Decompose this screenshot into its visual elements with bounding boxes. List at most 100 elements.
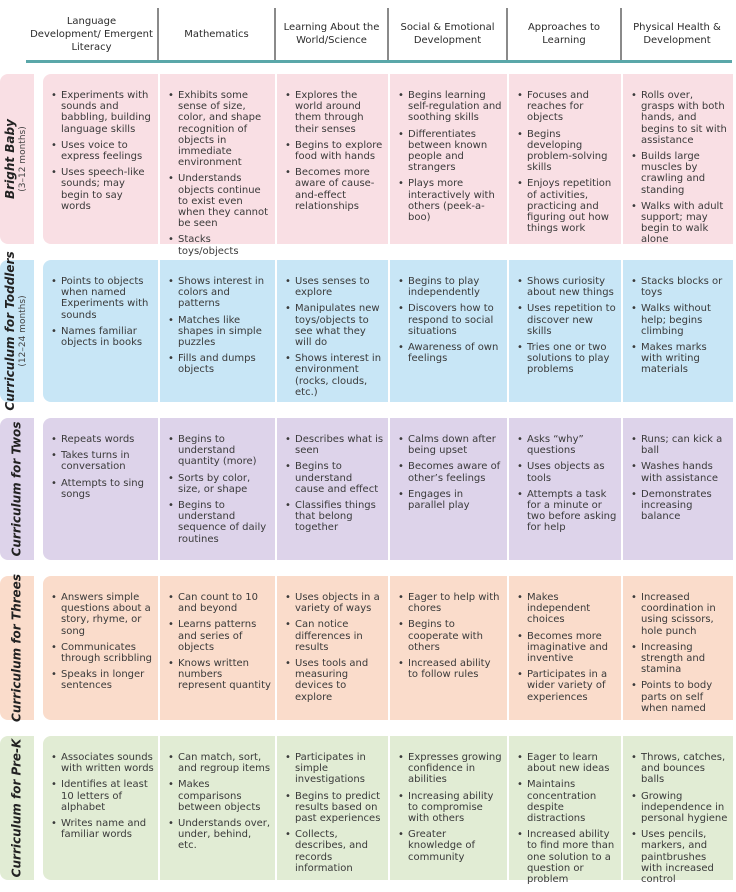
- milestone-list: Eager to learn about new ideas Maintains …: [515, 752, 617, 885]
- cell-physical: Runs; can kick a ball Washes hands with a…: [621, 418, 733, 560]
- milestone-item: Shows interest in colors and patterns: [168, 276, 271, 310]
- milestone-item: Begins to understand sequence of daily r…: [168, 500, 271, 545]
- cell-language: Answers simple questions about a story, …: [43, 576, 158, 720]
- cell-science: Describes what is seen Begins to understa…: [275, 418, 388, 560]
- milestone-item: Maintains concentration despite distract…: [517, 779, 617, 824]
- milestone-item: Shows interest in environment (rocks, cl…: [285, 353, 384, 398]
- row-title: Curriculum for Pre-K: [9, 738, 24, 878]
- milestone-item: Stacks toys/objects: [168, 234, 271, 256]
- milestone-list: Repeats words Takes turns in conversation…: [49, 434, 154, 500]
- milestone-item: Begins to cooperate with others: [398, 619, 503, 653]
- milestone-item: Eager to learn about new ideas: [517, 752, 617, 774]
- milestone-list: Begins to play independently Discovers ho…: [396, 276, 503, 364]
- milestone-item: Increasing strength and stamina: [631, 642, 729, 676]
- milestone-item: Explores the world around them through t…: [285, 90, 384, 135]
- milestone-item: Washes hands with assistance: [631, 461, 729, 483]
- milestone-list: Shows interest in colors and patterns Mat…: [166, 276, 271, 376]
- milestone-list: Calms down after being upset Becomes awar…: [396, 434, 503, 511]
- milestone-item: Uses repetition to discover new skills: [517, 303, 617, 337]
- header-social-emotional: Social & Emotional Development: [387, 8, 506, 60]
- milestone-item: Increased ability to find more than one …: [517, 829, 617, 885]
- milestone-item: Discovers how to respond to social situa…: [398, 303, 503, 337]
- milestone-item: Uses speech-like sounds; may begin to sa…: [51, 167, 154, 212]
- milestone-list: Shows curiosity about new things Uses rep…: [515, 276, 617, 376]
- milestone-item: Differentiates between known people and …: [398, 129, 503, 174]
- milestone-item: Uses pencils, markers, and paintbrushes …: [631, 829, 729, 885]
- milestone-item: Makes independent choices: [517, 592, 617, 626]
- milestone-item: Understands over, under, behind, etc.: [168, 818, 271, 852]
- milestone-item: Points to body parts on self when named: [631, 680, 729, 714]
- cell-mathematics: Exhibits some sense of size, color, and …: [158, 74, 275, 257]
- milestone-item: Matches like shapes in simple puzzles: [168, 315, 271, 349]
- cell-language: Experiments with sounds and babbling, bu…: [43, 74, 158, 244]
- milestone-item: Answers simple questions about a story, …: [51, 592, 154, 637]
- milestone-item: Can count to 10 and beyond: [168, 592, 271, 614]
- milestone-item: Makes comparisons between objects: [168, 779, 271, 813]
- header-science: Learning About the World/Science: [274, 8, 387, 60]
- cell-social-emotional: Expresses growing confidence in abilitie…: [388, 736, 507, 880]
- milestone-item: Associates sounds with written words: [51, 752, 154, 774]
- milestone-item: Walks with adult support; may begin to w…: [631, 201, 729, 246]
- header-approaches: Approaches to Learning: [506, 8, 620, 60]
- milestone-item: Fills and dumps objects: [168, 353, 271, 375]
- milestone-item: Uses voice to express feelings: [51, 140, 154, 162]
- milestone-item: Communicates through scribbling: [51, 642, 154, 664]
- milestone-list: Explores the world around them through t…: [283, 90, 384, 212]
- milestone-item: Expresses growing confidence in abilitie…: [398, 752, 503, 786]
- milestone-item: Engages in parallel play: [398, 489, 503, 511]
- milestone-list: Participates in simple investigations Beg…: [283, 752, 384, 874]
- milestone-list: Rolls over, grasps with both hands, and …: [629, 90, 729, 246]
- milestone-item: Understands objects continue to exist ev…: [168, 173, 271, 229]
- milestone-item: Learns patterns and series of objects: [168, 619, 271, 653]
- milestone-list: Makes independent choices Becomes more im…: [515, 592, 617, 703]
- milestone-item: Knows written numbers represent quantity: [168, 658, 271, 692]
- milestone-list: Describes what is seen Begins to understa…: [283, 434, 384, 534]
- column-header-row: Language Development/ Emergent Literacy …: [26, 8, 732, 63]
- cell-approaches: Shows curiosity about new things Uses rep…: [507, 260, 621, 402]
- milestone-item: Begins to explore food with hands: [285, 140, 384, 162]
- milestone-item: Begins to predict results based on past …: [285, 791, 384, 825]
- cell-social-emotional: Calms down after being upset Becomes awar…: [388, 418, 507, 560]
- milestone-list: Uses senses to explore Manipulates new to…: [283, 276, 384, 398]
- milestone-list: Associates sounds with written words Iden…: [49, 752, 154, 840]
- cell-social-emotional: Eager to help with chores Begins to coope…: [388, 576, 507, 720]
- milestone-item: Stacks blocks or toys: [631, 276, 729, 298]
- milestone-list: Runs; can kick a ball Washes hands with a…: [629, 434, 729, 522]
- milestone-item: Becomes more aware of cause-and-effect r…: [285, 167, 384, 212]
- cell-science: Participates in simple investigations Beg…: [275, 736, 388, 880]
- milestone-list: Focuses and reaches for objects Begins de…: [515, 90, 617, 234]
- row-label: Curriculum for Toddlers (12–24 months): [0, 251, 34, 411]
- header-mathematics: Mathematics: [157, 8, 274, 60]
- cell-mathematics: Shows interest in colors and patterns Mat…: [158, 260, 275, 402]
- milestone-item: Uses objects as tools: [517, 461, 617, 483]
- cell-physical: Rolls over, grasps with both hands, and …: [621, 74, 733, 246]
- milestone-item: Rolls over, grasps with both hands, and …: [631, 90, 729, 146]
- cell-mathematics: Can count to 10 and beyond Learns pattern…: [158, 576, 275, 720]
- milestone-item: Increasing ability to compromise with ot…: [398, 791, 503, 825]
- milestone-item: Uses objects in a variety of ways: [285, 592, 384, 614]
- cell-physical: Stacks blocks or toys Walks without help;…: [621, 260, 733, 402]
- milestone-item: Awareness of own feelings: [398, 342, 503, 364]
- cell-approaches: Eager to learn about new ideas Maintains …: [507, 736, 621, 885]
- milestone-item: Increased coordination in using scissors…: [631, 592, 729, 637]
- milestone-item: Takes turns in conversation: [51, 450, 154, 472]
- milestone-item: Identifies at least 10 letters of alphab…: [51, 779, 154, 813]
- milestone-list: Exhibits some sense of size, color, and …: [166, 90, 271, 257]
- milestone-item: Becomes aware of other’s feelings: [398, 461, 503, 483]
- cell-approaches: Focuses and reaches for objects Begins de…: [507, 74, 621, 244]
- milestone-item: Uses tools and measuring devices to expl…: [285, 658, 384, 703]
- milestone-list: Answers simple questions about a story, …: [49, 592, 154, 692]
- milestone-item: Attempts to sing songs: [51, 478, 154, 500]
- milestone-item: Runs; can kick a ball: [631, 434, 729, 456]
- milestone-item: Begins to understand quantity (more): [168, 434, 271, 468]
- milestone-item: Uses senses to explore: [285, 276, 384, 298]
- milestone-item: Classifies things that belong together: [285, 500, 384, 534]
- milestone-item: Begins to understand cause and effect: [285, 461, 384, 495]
- row-age: (3–12 months): [18, 126, 28, 192]
- milestone-item: Begins developing problem-solving skills: [517, 129, 617, 174]
- cell-approaches: Makes independent choices Becomes more im…: [507, 576, 621, 720]
- milestone-item: Throws, catches, and bounces balls: [631, 752, 729, 786]
- cell-physical: Throws, catches, and bounces balls Growin…: [621, 736, 733, 885]
- cell-mathematics: Can match, sort, and regroup items Makes …: [158, 736, 275, 880]
- cell-science: Uses senses to explore Manipulates new to…: [275, 260, 388, 402]
